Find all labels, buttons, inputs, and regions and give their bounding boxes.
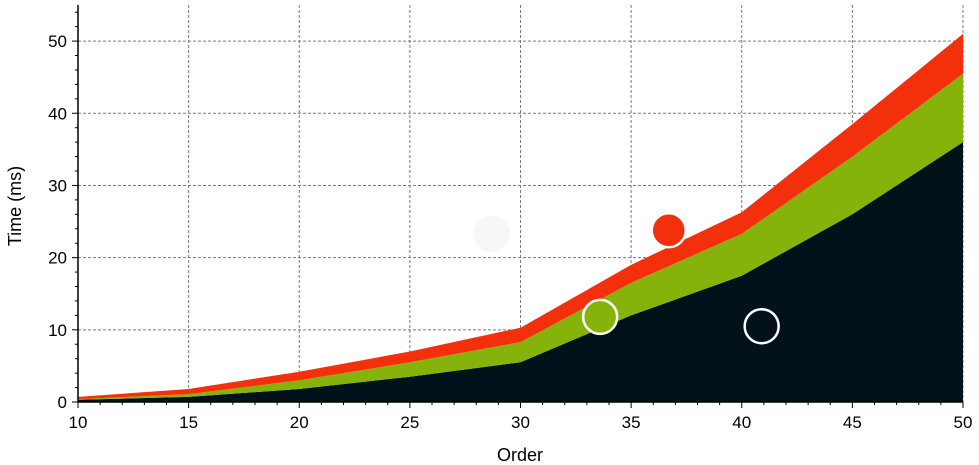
markers [473,211,780,345]
axes [72,5,964,408]
y-tick-label: 10 [48,321,67,340]
x-tick-label: 50 [954,413,973,432]
y-tick-label: 20 [48,249,67,268]
marker-3 [581,298,619,336]
y-tick-label: 30 [48,176,67,195]
marker-1 [473,215,510,253]
series-area-1 [78,142,963,402]
y-axis-title: Time (ms) [5,166,25,246]
x-tick-label: 25 [400,413,419,432]
x-tick-label: 35 [622,413,641,432]
x-tick-label: 30 [511,413,530,432]
series-area-2 [78,73,963,400]
x-axis-title: Order [497,445,543,465]
x-tick-label: 45 [843,413,862,432]
series-areas [78,33,963,402]
marker-2 [650,211,687,249]
x-tick-label: 10 [69,413,88,432]
y-tick-label: 0 [58,393,67,412]
marker-4 [743,307,780,345]
y-tick-label: 50 [48,32,67,51]
x-tick-label: 20 [290,413,309,432]
x-tick-label: 15 [179,413,198,432]
x-tick-label: 40 [732,413,751,432]
y-tick-label: 40 [48,104,67,123]
